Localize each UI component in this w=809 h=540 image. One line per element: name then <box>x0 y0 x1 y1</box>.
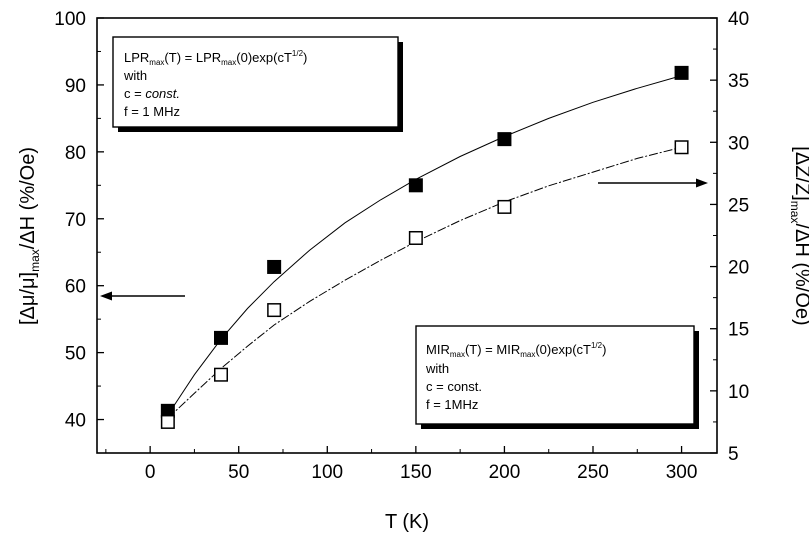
left-y-tick-label: 80 <box>65 143 86 164</box>
right-y-tick-label: 25 <box>728 195 749 216</box>
left-y-tick-label: 100 <box>54 9 86 30</box>
left-y-axis: 40 50 60 70 80 90 100 <box>54 9 104 454</box>
right-y-axis: 5 10 15 20 25 30 35 40 <box>710 9 749 465</box>
data-point-mir <box>674 140 689 155</box>
left-axis-arrow <box>100 291 185 301</box>
data-point-lpr <box>160 403 175 418</box>
data-point-mir <box>160 414 175 429</box>
right-y-tick-label: 20 <box>728 258 749 279</box>
left-y-tick-label: 50 <box>65 344 86 365</box>
fit-curve-mir <box>167 146 682 419</box>
left-y-axis-title: [Δμ/μ]max/ΔH (%/Oe) <box>17 147 42 325</box>
left-y-tick-label: 70 <box>65 210 86 231</box>
data-point-lpr <box>267 259 282 274</box>
right-axis-arrow <box>598 178 708 188</box>
x-tick-label: 50 <box>228 462 249 483</box>
data-point-mir <box>267 303 282 318</box>
data-point-lpr <box>674 65 689 80</box>
box2-with: with <box>425 361 449 376</box>
box1-const: c = const. <box>124 86 180 101</box>
box2-const: c = const. <box>426 379 482 394</box>
series-mir-markers <box>160 140 689 429</box>
series-lpr-markers <box>160 65 689 418</box>
box1-with: with <box>123 68 147 83</box>
data-point-mir <box>408 230 423 245</box>
right-y-tick-label: 15 <box>728 320 749 341</box>
x-axis-title: T (K) <box>385 511 429 533</box>
x-axis: 0 50 100 150 200 250 300 <box>105 446 698 483</box>
right-y-tick-label: 5 <box>728 444 739 465</box>
right-y-axis-title: [ΔZ/Z]max/ΔH (%/Oe) <box>788 146 809 325</box>
right-y-tick-label: 40 <box>728 9 749 30</box>
box1-frequency: f = 1 MHz <box>124 104 180 119</box>
box2-equation: MIRmax(T) = MIRmax(0)exp(cT1/2) <box>426 341 606 359</box>
x-tick-label: 300 <box>666 462 698 483</box>
x-tick-label: 100 <box>311 462 343 483</box>
right-y-tick-label: 30 <box>728 133 749 154</box>
equation-box-lpr: LPRmax(T) = LPRmax(0)exp(cT1/2) with c =… <box>112 36 403 132</box>
right-y-tick-label: 35 <box>728 71 749 92</box>
x-tick-label: 250 <box>577 462 609 483</box>
data-point-mir <box>497 199 512 214</box>
data-point-lpr <box>497 132 512 147</box>
data-point-lpr <box>214 330 228 345</box>
equation-box-mir: MIRmax(T) = MIRmax(0)exp(cT1/2) with c =… <box>415 325 699 429</box>
data-point-mir <box>214 367 228 382</box>
left-y-tick-label: 40 <box>65 411 86 432</box>
x-tick-label: 200 <box>489 462 521 483</box>
x-tick-label: 0 <box>145 462 156 483</box>
data-point-lpr <box>408 178 423 193</box>
box1-equation: LPRmax(T) = LPRmax(0)exp(cT1/2) <box>124 49 307 67</box>
right-y-tick-label: 10 <box>728 382 749 403</box>
box2-frequency: f = 1MHz <box>426 397 478 412</box>
fit-curve-lpr <box>167 75 682 416</box>
x-tick-label: 150 <box>400 462 432 483</box>
left-y-tick-label: 60 <box>65 277 86 298</box>
left-y-tick-label: 90 <box>65 76 86 97</box>
